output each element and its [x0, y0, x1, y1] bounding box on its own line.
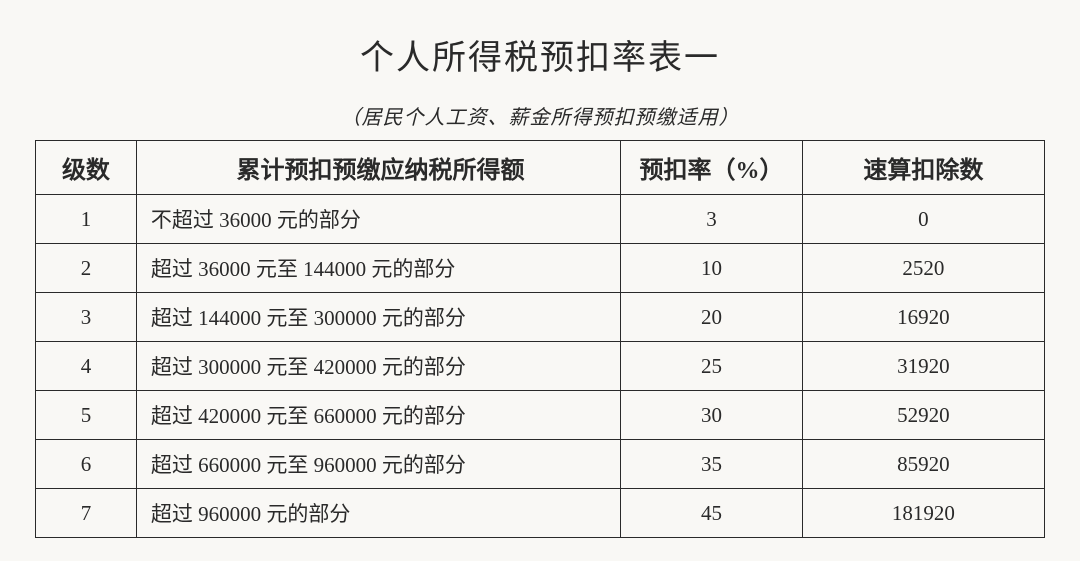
table-row: 7超过 960000 元的部分45181920	[36, 489, 1045, 538]
table-row: 6超过 660000 元至 960000 元的部分3585920	[36, 440, 1045, 489]
table-header-row: 级数 累计预扣预缴应纳税所得额 预扣率（%） 速算扣除数	[36, 141, 1045, 195]
cell-deduction: 31920	[802, 342, 1044, 391]
cell-range: 超过 144000 元至 300000 元的部分	[136, 293, 620, 342]
header-range: 累计预扣预缴应纳税所得额	[136, 141, 620, 195]
cell-deduction: 52920	[802, 391, 1044, 440]
cell-range: 超过 420000 元至 660000 元的部分	[136, 391, 620, 440]
cell-range: 超过 36000 元至 144000 元的部分	[136, 244, 620, 293]
cell-level: 4	[36, 342, 137, 391]
table-row: 2超过 36000 元至 144000 元的部分102520	[36, 244, 1045, 293]
cell-level: 2	[36, 244, 137, 293]
cell-range: 超过 660000 元至 960000 元的部分	[136, 440, 620, 489]
cell-level: 3	[36, 293, 137, 342]
cell-deduction: 16920	[802, 293, 1044, 342]
table-row: 5超过 420000 元至 660000 元的部分3052920	[36, 391, 1045, 440]
cell-level: 5	[36, 391, 137, 440]
cell-range: 超过 960000 元的部分	[136, 489, 620, 538]
cell-level: 7	[36, 489, 137, 538]
cell-rate: 30	[621, 391, 803, 440]
cell-deduction: 0	[802, 195, 1044, 244]
header-rate: 预扣率（%）	[621, 141, 803, 195]
table-row: 3超过 144000 元至 300000 元的部分2016920	[36, 293, 1045, 342]
cell-rate: 45	[621, 489, 803, 538]
cell-level: 1	[36, 195, 137, 244]
cell-range: 超过 300000 元至 420000 元的部分	[136, 342, 620, 391]
cell-level: 6	[36, 440, 137, 489]
table-row: 4超过 300000 元至 420000 元的部分2531920	[36, 342, 1045, 391]
cell-deduction: 2520	[802, 244, 1044, 293]
cell-range: 不超过 36000 元的部分	[136, 195, 620, 244]
page-title: 个人所得税预扣率表一	[35, 30, 1045, 79]
tax-rate-table: 级数 累计预扣预缴应纳税所得额 预扣率（%） 速算扣除数 1不超过 36000 …	[35, 140, 1045, 538]
header-deduction: 速算扣除数	[802, 141, 1044, 195]
cell-rate: 35	[621, 440, 803, 489]
header-level: 级数	[36, 141, 137, 195]
cell-deduction: 181920	[802, 489, 1044, 538]
page-subtitle: （居民个人工资、薪金所得预扣预缴适用）	[35, 101, 1045, 130]
cell-deduction: 85920	[802, 440, 1044, 489]
cell-rate: 3	[621, 195, 803, 244]
cell-rate: 20	[621, 293, 803, 342]
cell-rate: 25	[621, 342, 803, 391]
cell-rate: 10	[621, 244, 803, 293]
table-row: 1不超过 36000 元的部分30	[36, 195, 1045, 244]
